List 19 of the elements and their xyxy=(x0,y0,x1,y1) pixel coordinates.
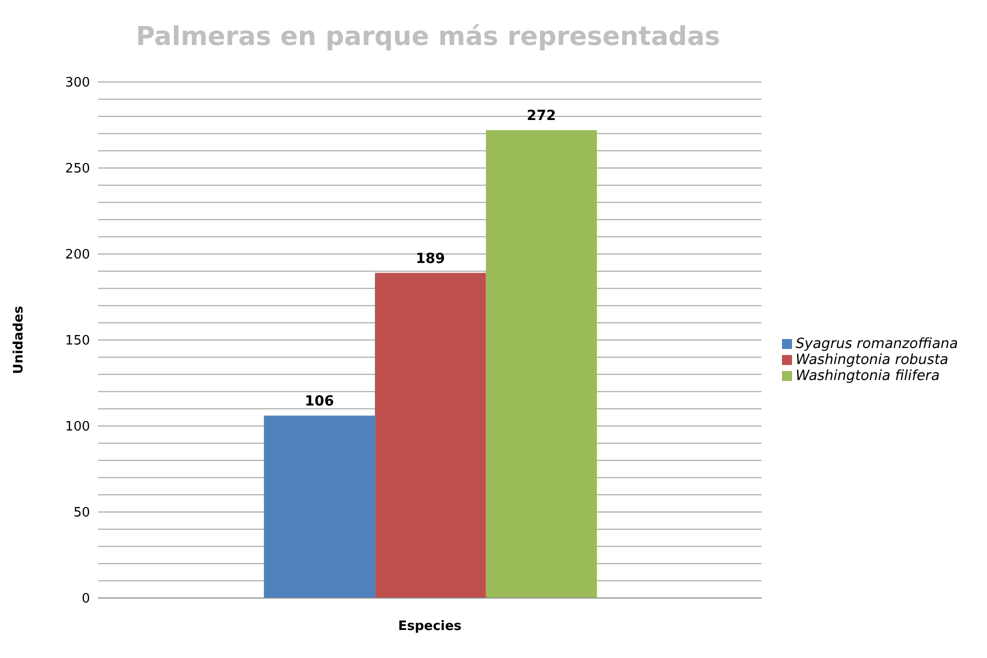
y-tick-label: 200 xyxy=(65,248,90,263)
legend-label: Washingtonia filifera xyxy=(796,368,940,384)
y-tick-label: 250 xyxy=(65,162,90,177)
data-label: 272 xyxy=(526,108,556,124)
y-tick-label: 50 xyxy=(73,506,90,521)
y-tick-label: 0 xyxy=(82,592,90,607)
y-tick-label: 300 xyxy=(65,76,90,91)
x-axis-title: Especies xyxy=(398,619,462,634)
data-label: 106 xyxy=(304,394,334,410)
legend-label: Syagrus romanzoffiana xyxy=(796,336,958,352)
y-tick-label: 150 xyxy=(65,334,90,349)
legend-label: Washingtonia robusta xyxy=(796,352,948,368)
data-label: 189 xyxy=(416,250,446,267)
bar xyxy=(264,416,375,598)
bar xyxy=(486,130,597,598)
y-tick-label: 100 xyxy=(65,420,90,435)
bar xyxy=(374,272,486,598)
y-axis-title: Unidades xyxy=(12,306,27,374)
chart-title: Palmeras en parque más representadas xyxy=(134,21,722,54)
